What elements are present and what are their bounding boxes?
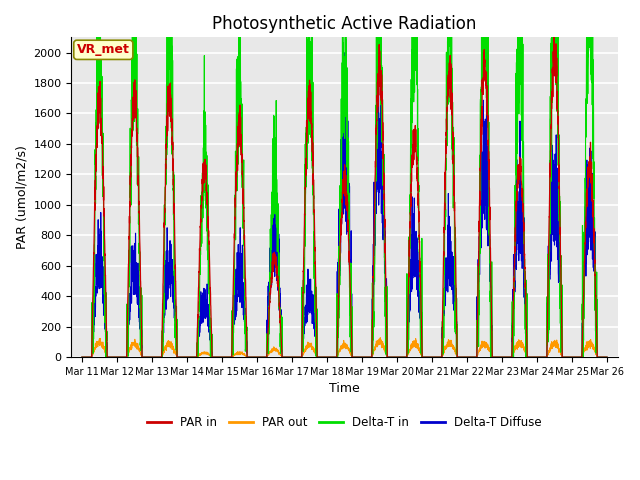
X-axis label: Time: Time [329, 383, 360, 396]
Y-axis label: PAR (umol/m2/s): PAR (umol/m2/s) [15, 145, 28, 249]
Legend: PAR in, PAR out, Delta-T in, Delta-T Diffuse: PAR in, PAR out, Delta-T in, Delta-T Dif… [143, 411, 547, 433]
Text: VR_met: VR_met [77, 43, 130, 56]
Title: Photosynthetic Active Radiation: Photosynthetic Active Radiation [212, 15, 477, 33]
